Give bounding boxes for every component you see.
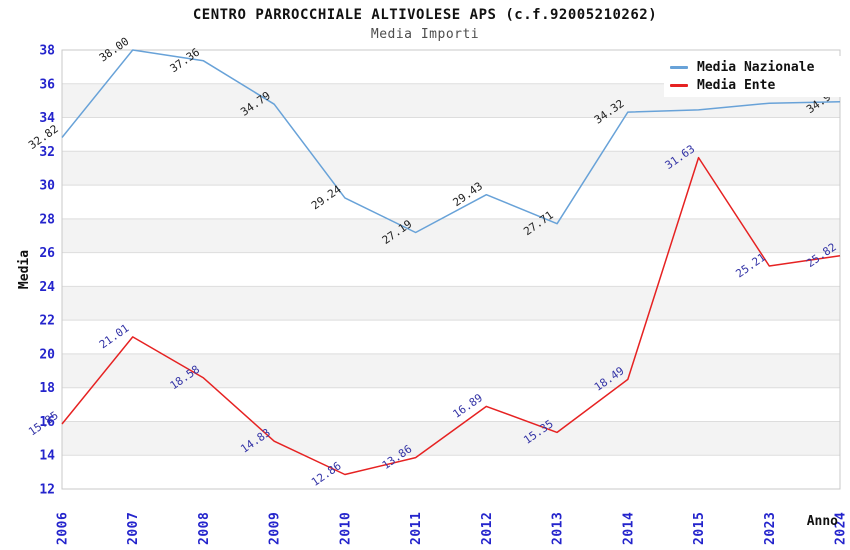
media-ente-swatch-icon [670, 83, 688, 87]
plot-band [62, 218, 840, 253]
plot-band [62, 387, 840, 422]
legend-item-media-nazionale: Media Nazionale [670, 58, 850, 76]
plot-band [62, 286, 840, 321]
y-tick-label: 30 [39, 179, 55, 194]
y-tick-label: 22 [39, 314, 55, 329]
x-tick-label: 2024 [834, 512, 849, 545]
media-nazionale-swatch-icon [670, 65, 688, 69]
y-tick-label: 16 [39, 415, 55, 430]
x-tick-label: 2008 [197, 512, 212, 545]
chart-legend: Media Nazionale Media Ente [664, 56, 850, 97]
plot-band [62, 151, 840, 186]
x-tick-label: 2013 [551, 512, 566, 545]
legend-label: Media Nazionale [697, 59, 815, 75]
y-tick-label: 12 [39, 483, 55, 498]
x-tick-label: 2023 [763, 512, 778, 545]
data-label: 15.85 [26, 409, 61, 439]
x-tick-label: 2015 [692, 512, 707, 545]
x-tick-label: 2009 [268, 512, 283, 545]
plot-band [62, 455, 840, 489]
x-tick-label: 2006 [56, 512, 71, 545]
x-tick-label: 2011 [409, 512, 424, 545]
x-axis-title: Anno [807, 514, 838, 529]
y-tick-label: 14 [39, 449, 55, 464]
x-tick-label: 2007 [126, 512, 141, 545]
y-tick-label: 32 [39, 145, 55, 160]
chart-subtitle: Media Importi [370, 27, 480, 42]
y-tick-label: 38 [39, 44, 55, 59]
plot-band [62, 320, 840, 354]
x-tick-label: 2012 [480, 512, 495, 545]
chart-title: CENTRO PARROCCHIALE ALTIVOLESE APS (c.f.… [192, 7, 658, 23]
legend-label: Media Ente [697, 77, 776, 93]
plot-border [61, 49, 841, 490]
y-axis-title: Media [17, 250, 32, 289]
series-line-media-ente [61, 156, 841, 476]
plot-band [62, 252, 840, 287]
series-line-media-nazionale [61, 49, 841, 234]
legend-item-media-ente: Media Ente [670, 76, 850, 94]
plot-band [62, 421, 840, 456]
y-tick-label: 24 [39, 280, 55, 295]
y-tick-label: 20 [39, 347, 55, 362]
y-tick-label: 28 [39, 212, 55, 227]
y-tick-label: 26 [39, 246, 55, 261]
x-tick-label: 2010 [338, 512, 353, 545]
plot-band [62, 117, 840, 152]
y-tick-label: 36 [39, 77, 55, 92]
y-tick-label: 18 [39, 381, 55, 396]
y-tick-label: 34 [39, 111, 55, 126]
x-tick-label: 2014 [621, 512, 636, 545]
